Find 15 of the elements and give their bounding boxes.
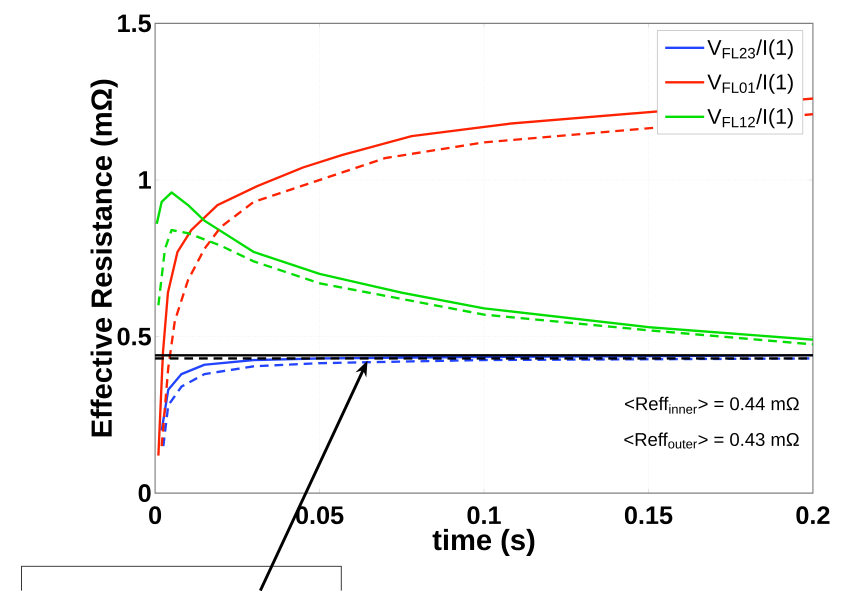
- legend-label: V$_{FL12}$/I(1): [707, 108, 793, 128]
- y-axis-title: Effective Resistance (mΩ): [90, 80, 118, 437]
- x-tick-label: 0.1: [467, 506, 501, 524]
- legend-label: V$_{FL01}$/I(1): [707, 74, 793, 94]
- x-tick-label: 0.2: [796, 506, 830, 524]
- x-tick-label: 0.15: [624, 506, 672, 524]
- y-tick-label: 1: [139, 171, 151, 189]
- y-tick-label: 0.5: [118, 328, 151, 346]
- y-tick-label: 1.5: [118, 14, 151, 32]
- y-tick-label: 0: [138, 484, 151, 502]
- annotation: <Reff$_{inner}$> = 0.44 mΩ: [625, 396, 799, 414]
- x-tick-label: 0.05: [296, 506, 344, 524]
- annotation: <Reff$_{outer}$> = 0.43 mΩ: [624, 432, 799, 449]
- x-axis-title: time (s): [432, 529, 534, 556]
- legend-label: V$_{FL23}$/I(1): [707, 40, 793, 60]
